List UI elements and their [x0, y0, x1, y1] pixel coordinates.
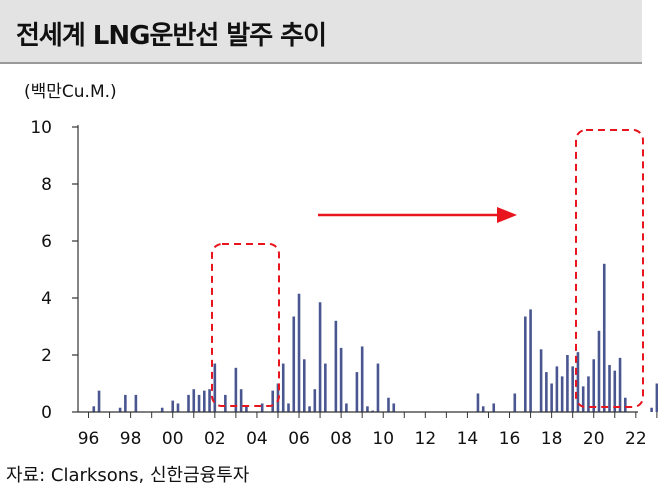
x-tick-label: 04 — [246, 429, 268, 449]
x-tick-label: 12 — [415, 429, 437, 449]
bar — [334, 320, 338, 412]
trend-arrow-head — [497, 207, 517, 223]
annotations-group — [211, 129, 644, 408]
bar — [387, 397, 390, 412]
bar — [571, 366, 574, 412]
bar — [302, 359, 306, 412]
bar — [239, 389, 243, 412]
bar — [355, 372, 359, 412]
bar — [287, 403, 290, 412]
x-tick-label: 18 — [541, 429, 563, 449]
bar — [539, 349, 543, 412]
bar — [297, 293, 301, 412]
y-tick-label: 10 — [30, 118, 52, 138]
bar — [592, 359, 596, 412]
highlight-box-2003-2005 — [211, 243, 280, 407]
bar — [545, 372, 548, 412]
bar — [160, 407, 164, 412]
bar — [655, 383, 658, 412]
bar — [92, 406, 96, 412]
x-tick-label: 02 — [204, 429, 226, 449]
x-tick-label: 22 — [625, 429, 647, 449]
bar — [318, 302, 322, 412]
bar — [602, 263, 606, 412]
bar — [371, 410, 374, 412]
y-tick-label: 8 — [41, 175, 52, 195]
y-tick-label: 0 — [41, 403, 52, 423]
x-tick-label: 98 — [120, 429, 142, 449]
title-bar: 전세계 LNG운반선 발주 추이 — [0, 0, 642, 64]
bar — [124, 394, 127, 412]
chart-title: 전세계 LNG운반선 발주 추이 — [16, 21, 327, 51]
bars-group — [92, 263, 658, 413]
bar — [260, 403, 264, 412]
bar — [597, 330, 601, 412]
bar — [481, 406, 485, 412]
bar — [492, 403, 496, 412]
x-tick-label: 16 — [499, 429, 521, 449]
x-tick-label: 96 — [78, 429, 100, 449]
x-tick-label: 00 — [162, 429, 184, 449]
bar — [245, 406, 248, 412]
bar — [308, 406, 311, 412]
bar — [281, 363, 285, 412]
bar — [313, 389, 317, 412]
bar — [208, 389, 211, 412]
bar — [187, 394, 190, 412]
bar — [176, 403, 180, 412]
bar — [203, 390, 206, 413]
bar — [524, 316, 527, 412]
bar — [624, 397, 627, 412]
bar — [197, 394, 201, 412]
bar — [555, 366, 559, 412]
bar — [392, 403, 396, 412]
bar — [618, 357, 622, 412]
bar — [339, 347, 343, 413]
y-tick-label: 6 — [41, 232, 52, 252]
y-tick-label: 2 — [41, 346, 52, 366]
bar — [324, 363, 327, 412]
bar — [613, 370, 617, 412]
bar — [360, 346, 364, 412]
bar — [271, 390, 275, 413]
bar — [476, 393, 480, 412]
bar — [650, 407, 653, 412]
bar — [550, 383, 553, 412]
x-tick-label: 06 — [288, 429, 310, 449]
bar — [566, 355, 569, 412]
bar — [224, 394, 227, 412]
bar — [608, 364, 611, 412]
bar — [292, 316, 296, 412]
bar — [576, 352, 580, 412]
bar — [581, 386, 585, 412]
bar — [366, 406, 369, 412]
bar — [376, 363, 380, 412]
bar — [118, 407, 122, 412]
x-tick-label: 14 — [457, 429, 479, 449]
bar — [171, 400, 175, 412]
bar — [513, 393, 517, 412]
source-label: 자료: Clarksons, 신한금융투자 — [6, 465, 250, 486]
bar — [587, 376, 590, 413]
bar — [213, 363, 217, 412]
x-tick-label: 10 — [372, 429, 394, 449]
bar — [97, 390, 101, 413]
x-tick-label: 08 — [330, 429, 352, 449]
bar — [134, 394, 138, 412]
x-tick-label: 20 — [583, 429, 605, 449]
bar — [345, 403, 348, 412]
bar — [560, 376, 564, 413]
bar — [529, 309, 532, 412]
y-tick-label: 4 — [41, 289, 52, 309]
y-axis-unit-label: (백만Cu.M.) — [24, 82, 117, 102]
bar — [234, 367, 238, 412]
bar — [192, 389, 196, 412]
